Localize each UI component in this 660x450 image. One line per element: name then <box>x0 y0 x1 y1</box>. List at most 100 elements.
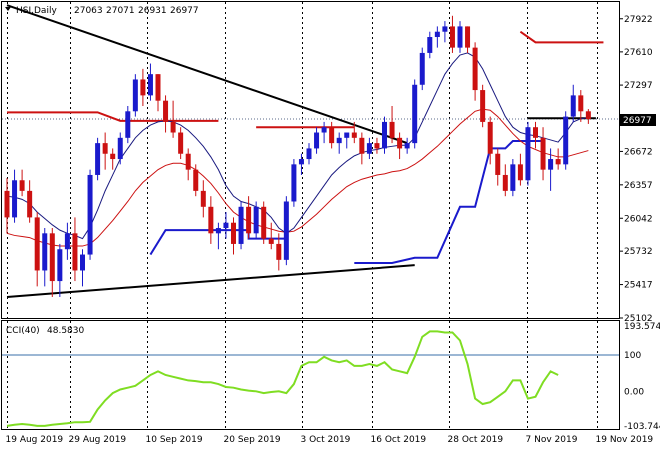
candle <box>548 148 554 191</box>
candle-body <box>306 148 312 160</box>
cci-y-tick-label: 193.5745 <box>624 322 660 332</box>
candle <box>449 15 455 53</box>
candle-body <box>314 132 320 149</box>
candle <box>336 132 342 154</box>
candle-body <box>261 206 267 239</box>
candle-body <box>412 84 418 144</box>
candle <box>314 127 320 154</box>
y-tick-label: 25417 <box>624 281 653 291</box>
candle <box>374 137 380 154</box>
candle-body <box>223 222 229 229</box>
candle <box>253 201 259 239</box>
y-tick-label: 26357 <box>624 181 653 191</box>
candle-body <box>510 164 516 191</box>
candle-body <box>87 174 93 255</box>
candle-body <box>178 132 184 154</box>
candle <box>147 63 153 101</box>
candle <box>563 111 569 170</box>
candle <box>27 180 33 223</box>
candle-body <box>502 174 508 191</box>
candle-body <box>540 137 546 170</box>
candle-body <box>382 121 387 149</box>
x-tick-label: 10 Sep 2019 <box>146 435 203 445</box>
x-tick-label: 19 Nov 2019 <box>596 435 654 445</box>
candle <box>366 137 372 160</box>
candle <box>382 116 387 154</box>
main-grid <box>2 2 619 318</box>
candle <box>49 228 55 297</box>
candle <box>140 68 146 106</box>
candle-body <box>495 153 501 175</box>
candle <box>412 79 418 149</box>
candle-body <box>4 190 10 218</box>
candle <box>480 84 486 128</box>
candle-body <box>253 206 259 234</box>
candle-body <box>238 206 244 244</box>
x-tick-label: 20 Sep 2019 <box>224 435 281 445</box>
candle-body <box>49 233 55 282</box>
candle-body <box>200 190 206 207</box>
chart-title: HSI,Daily <box>16 6 57 16</box>
candle-body <box>457 26 463 48</box>
candle-body <box>193 169 199 191</box>
y-tick-label: 25732 <box>624 247 653 257</box>
x-axis-labels: 19 Aug 2019 29 Aug 2019 10 Sep 2019 20 Sep … <box>6 435 654 445</box>
candle <box>397 132 403 160</box>
ohlc-open: 27063 <box>74 6 103 16</box>
candle <box>283 196 289 266</box>
candle <box>246 196 252 239</box>
candle-body <box>246 206 252 234</box>
trendline <box>6 264 415 298</box>
candle <box>185 148 191 181</box>
candle <box>155 74 161 112</box>
candle-body <box>64 233 70 250</box>
candle <box>276 233 282 271</box>
candle-body <box>12 180 18 218</box>
cci-panel-frame <box>1 320 620 430</box>
candle-body <box>72 233 78 271</box>
candle <box>95 137 101 181</box>
candle <box>517 153 523 186</box>
y-axis-labels: 2792227610272972698526672263572604225732… <box>619 15 653 324</box>
candle-body <box>208 206 214 234</box>
candle <box>4 178 10 234</box>
candle-body <box>132 79 138 112</box>
candle <box>434 26 440 48</box>
x-tick-label: 29 Aug 2019 <box>69 435 127 445</box>
candle <box>163 95 169 133</box>
ohlc-low: 26931 <box>138 6 167 16</box>
candle <box>321 121 327 144</box>
candle-body <box>427 37 433 53</box>
candle <box>238 201 244 250</box>
candle-body <box>19 180 25 191</box>
candle <box>344 132 350 149</box>
candle-body <box>404 143 410 149</box>
cci-y-tick-label: -103.744 <box>624 422 660 432</box>
candle-body <box>585 111 591 120</box>
candle <box>442 21 448 43</box>
candle-body <box>480 90 486 122</box>
y-tick-label: 27922 <box>624 15 653 25</box>
dropdown-triangle-icon[interactable] <box>5 7 11 11</box>
candle-body <box>147 74 153 96</box>
candle-body <box>321 127 327 133</box>
candle-body <box>155 74 161 101</box>
candle <box>72 217 78 282</box>
candle <box>487 116 493 165</box>
candle-body <box>27 190 33 218</box>
chart-header: HSI,Daily 27063 27071 26931 26977 <box>5 6 199 16</box>
candle-body <box>366 143 372 154</box>
candle <box>42 228 48 287</box>
candle <box>268 222 274 250</box>
candle <box>102 132 108 170</box>
x-tick-label: 19 Aug 2019 <box>6 435 64 445</box>
candle-body <box>533 127 538 138</box>
candle-body <box>298 159 304 165</box>
candle-body <box>563 116 569 165</box>
last-price-badge-text: 26977 <box>623 116 652 126</box>
moving-averages <box>6 52 589 247</box>
cci-y-tick-label: 0.00 <box>624 387 644 397</box>
cci-y-axis-labels: 193.5745 100 0.00 -103.744 <box>624 322 660 432</box>
candle <box>578 90 584 122</box>
